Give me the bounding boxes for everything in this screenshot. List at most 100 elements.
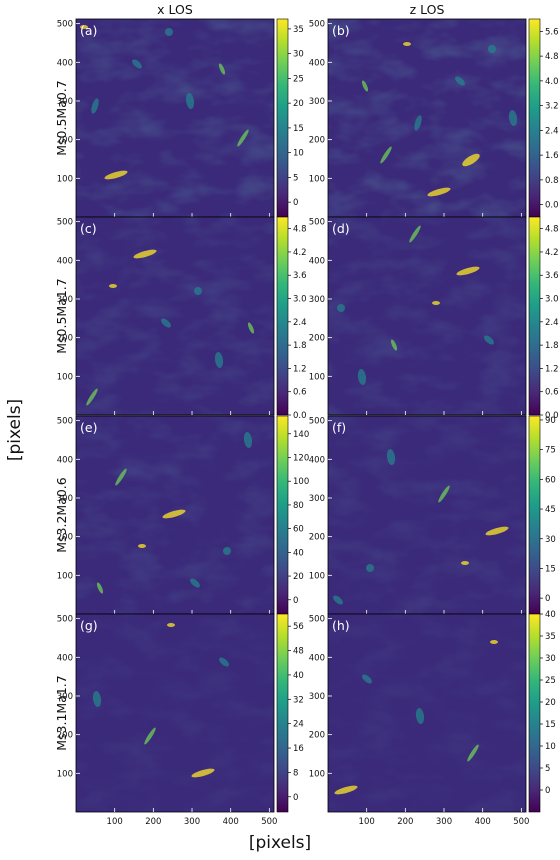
panel-tag: (a) [80,23,97,38]
panel-tag: (d) [332,221,350,236]
row-label: Ms0.5Ma1.7 [54,278,69,354]
heatmap-feature [132,59,142,69]
y-tick-label: 300 [57,97,73,107]
heatmap-feature [167,623,175,627]
colorbar-tick-label: 0.0 [545,201,559,211]
x-tick-label: 200 [397,817,413,827]
colorbar-tick-label: 20 [545,698,556,708]
y-tick-label: 300 [309,295,325,305]
colorbar [276,18,289,218]
heatmap-texture [76,614,274,812]
colorbar-tick-label: 8 [293,768,298,778]
heatmap-texture [76,217,274,415]
colorbar-tick-label: 25 [293,74,304,84]
y-tick-label: 100 [309,571,325,581]
colorbar-tick-label: 0.0 [293,411,307,421]
x-tick-label: 200 [145,817,161,827]
heatmap-texture [328,416,526,614]
colorbar-tick-label: 15 [545,720,556,730]
heatmap-feature [409,225,421,243]
colorbar-tick-label: 24 [293,720,304,730]
y-tick-label: 500 [57,218,73,228]
heatmap-feature [165,28,173,36]
heatmap-feature [80,25,88,29]
heatmap-feature [162,509,186,519]
heatmap-feature [190,578,200,588]
heatmap-texture [328,217,526,415]
shared-x-axis-label: [pixels] [249,833,311,853]
heatmap-feature [237,129,249,147]
y-tick-label: 400 [309,58,325,68]
x-tick-label: 500 [513,817,529,827]
heatmap-feature [243,432,253,448]
heatmap-feature [219,657,229,667]
colorbar-tick-label: 1.2 [545,364,559,374]
panel-frame [327,613,527,813]
heatmap-feature [144,727,156,745]
colorbar [528,18,541,218]
heatmap-feature [362,674,372,684]
colorbar-tick-label: 30 [293,50,304,60]
heatmap-feature [133,249,157,259]
colorbar-tick-label: 0 [545,594,550,604]
panel-f [327,415,543,615]
colorbar-tick-label: 2.4 [545,126,559,136]
y-tick-label: 300 [57,692,73,702]
heatmap-feature [104,170,128,180]
x-tick-label: 400 [223,817,239,827]
y-tick-label: 500 [57,20,73,30]
heatmap-feature [86,388,98,406]
y-tick-label: 200 [309,334,325,344]
row-label: Ms0.5Ma0.7 [54,80,69,156]
colorbar-tick-label: 100 [293,477,309,487]
colorbar-tick-label: 30 [545,535,556,545]
heatmap-texture [76,19,274,217]
column-title: z LOS [410,2,445,17]
colorbar-tick-label: 140 [293,430,309,440]
colorbar-tick-label: 4.8 [545,225,559,235]
heatmap-feature [334,785,358,795]
colorbar-tick-label: 40 [545,610,556,620]
heatmap-feature [380,146,392,164]
colorbar [276,415,289,615]
colorbar [528,613,541,813]
heatmap-feature [138,544,146,548]
panel-tag: (h) [332,618,350,633]
heatmap-feature [194,287,202,295]
heatmap-feature [366,564,374,572]
heatmap-feature [488,45,496,53]
shared-y-axis-label: [pixels] [5,399,25,461]
colorbar-tick-label: 5 [545,764,550,774]
heatmap-feature [427,187,451,197]
colorbar [528,415,541,615]
colorbar-tick-label: 15 [545,564,556,574]
y-tick-label: 400 [309,256,325,266]
heatmap-feature [438,485,450,503]
y-tick-label: 500 [309,218,325,228]
colorbar-tick-label: 40 [293,548,304,558]
y-tick-label: 200 [309,136,325,146]
heatmap-texture [328,614,526,812]
y-tick-label: 100 [57,571,73,581]
heatmap-feature [109,284,117,288]
colorbar-tick-label: 10 [293,149,304,159]
heatmap-feature [337,304,345,312]
colorbar [528,216,541,416]
panel-d [327,216,543,416]
heatmap-feature [185,93,195,109]
colorbar-tick-label: 16 [293,744,304,754]
panel-b [327,18,543,218]
colorbar-tick-label: 4.2 [545,248,559,258]
colorbar-tick-label: 0 [293,596,298,606]
y-tick-label: 400 [309,455,325,465]
heatmap-feature [390,339,398,351]
heatmap-feature [223,547,231,555]
colorbar-tick-label: 3.2 [545,102,559,112]
y-tick-label: 100 [309,174,325,184]
panel-h [327,613,543,813]
y-tick-label: 500 [309,615,325,625]
heatmap-feature [333,595,343,605]
colorbar-tick-label: 1.2 [293,364,307,374]
